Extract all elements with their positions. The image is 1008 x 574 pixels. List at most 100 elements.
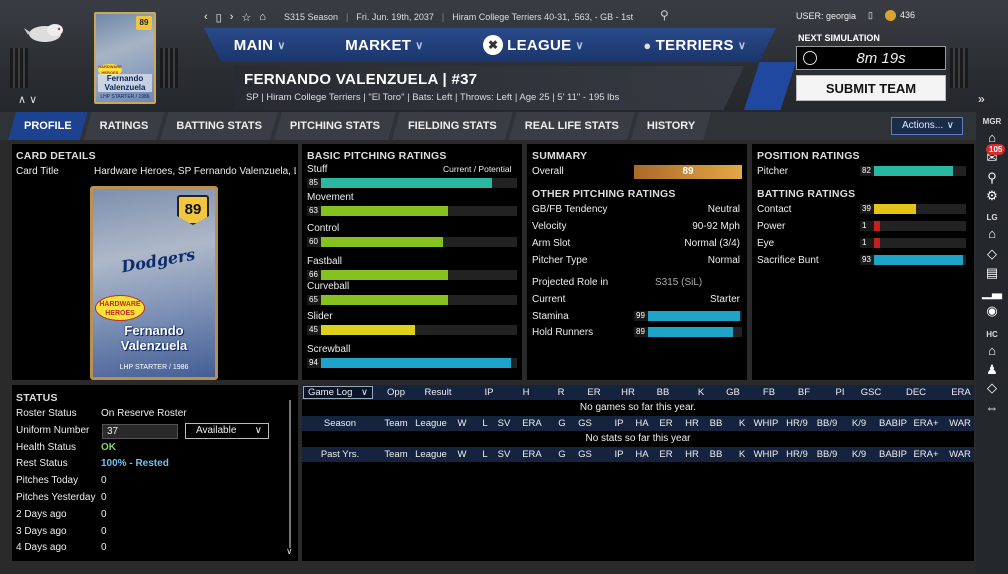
- column-header[interactable]: G: [558, 418, 566, 429]
- terriers-logo-icon[interactable]: [22, 18, 68, 48]
- column-header[interactable]: ERA+: [913, 449, 939, 460]
- column-header[interactable]: Team: [384, 418, 408, 429]
- column-header[interactable]: BB: [656, 387, 670, 398]
- nav-league[interactable]: ✖ LEAGUE ∨: [483, 35, 584, 55]
- column-header[interactable]: Season: [323, 418, 357, 429]
- column-header[interactable]: IP: [614, 418, 624, 429]
- tab-real-life-stats[interactable]: REAL LIFE STATS: [509, 112, 635, 140]
- player-nav-arrows[interactable]: ∧ ∨: [18, 94, 38, 106]
- column-header[interactable]: K: [738, 418, 746, 429]
- tab-pitching-stats[interactable]: PITCHING STATS: [274, 112, 396, 140]
- column-header[interactable]: HR: [621, 387, 635, 398]
- column-header[interactable]: HR/9: [786, 449, 808, 460]
- home-icon[interactable]: ⌂: [259, 11, 266, 23]
- column-header[interactable]: ER: [659, 449, 673, 460]
- nav-main[interactable]: MAIN ∨: [233, 36, 286, 54]
- transactions-icon[interactable]: ⇔: [985, 400, 999, 415]
- team-home-icon[interactable]: ⌂: [988, 343, 996, 358]
- league-diamond-icon[interactable]: ◇: [987, 246, 997, 261]
- column-header[interactable]: HR: [685, 418, 699, 429]
- column-header[interactable]: WAR: [949, 418, 971, 429]
- column-header[interactable]: BF: [797, 387, 811, 398]
- column-header[interactable]: BB/9: [816, 418, 838, 429]
- column-header[interactable]: BB: [709, 449, 723, 460]
- column-header[interactable]: K: [697, 387, 705, 398]
- column-header[interactable]: IP: [484, 387, 494, 398]
- column-header[interactable]: BB: [709, 418, 723, 429]
- column-header[interactable]: ER: [587, 387, 601, 398]
- stats-chart-icon[interactable]: ▁▃: [982, 284, 1002, 299]
- column-header[interactable]: ERA+: [913, 418, 939, 429]
- column-header[interactable]: K/9: [851, 418, 867, 429]
- availability-dropdown[interactable]: Available ∨: [185, 423, 269, 439]
- column-header[interactable]: League: [415, 449, 447, 460]
- tab-batting-stats[interactable]: BATTING STATS: [160, 112, 278, 140]
- column-header[interactable]: PI: [835, 387, 845, 398]
- tab-fielding-stats[interactable]: FIELDING STATS: [392, 112, 513, 140]
- player-card-large[interactable]: 89 Dodgers HARDWARE HEROES Fernando Vale…: [90, 186, 218, 380]
- column-header[interactable]: HA: [635, 449, 649, 460]
- column-header[interactable]: K: [738, 449, 746, 460]
- team-diamond-icon[interactable]: ◇: [987, 380, 997, 395]
- uniform-number-input[interactable]: 37: [102, 424, 178, 439]
- column-header[interactable]: L: [482, 418, 488, 429]
- column-header[interactable]: R: [557, 387, 565, 398]
- column-header[interactable]: SV: [497, 449, 511, 460]
- tab-profile[interactable]: PROFILE: [8, 112, 88, 140]
- tab-ratings[interactable]: RATINGS: [84, 112, 165, 140]
- column-header[interactable]: GS: [578, 418, 592, 429]
- column-header[interactable]: WAR: [949, 449, 971, 460]
- column-header[interactable]: Past Yrs.: [320, 449, 360, 460]
- column-header[interactable]: HR/9: [786, 418, 808, 429]
- column-header[interactable]: Team: [384, 449, 408, 460]
- search-icon[interactable]: ⚲: [660, 8, 669, 22]
- settings-gear-icon[interactable]: ⚙: [986, 188, 998, 203]
- column-header[interactable]: L: [482, 449, 488, 460]
- column-header[interactable]: HA: [635, 418, 649, 429]
- nav-market[interactable]: MARKET ∨: [345, 36, 424, 54]
- coins-display[interactable]: 436: [884, 10, 915, 22]
- column-header[interactable]: Result: [424, 387, 452, 398]
- expand-sidebar-icon[interactable]: »: [978, 92, 985, 106]
- search-icon[interactable]: ⚲: [987, 170, 997, 185]
- status-scrollbar[interactable]: [289, 400, 291, 548]
- forward-icon[interactable]: ›: [229, 11, 234, 23]
- league-home-icon[interactable]: ⌂: [988, 226, 996, 241]
- tab-history[interactable]: HISTORY: [631, 112, 711, 140]
- column-header[interactable]: BABIP: [879, 449, 907, 460]
- column-header[interactable]: FB: [762, 387, 776, 398]
- back-icon[interactable]: ‹: [204, 11, 208, 23]
- column-header[interactable]: W: [457, 449, 467, 460]
- column-header[interactable]: League: [415, 418, 447, 429]
- player-card-thumbnail[interactable]: 89 HARDWARE HEROES Fernando Valenzuela L…: [94, 12, 156, 104]
- column-header[interactable]: WHIP: [753, 418, 779, 429]
- column-header[interactable]: ER: [659, 418, 673, 429]
- column-header[interactable]: GS: [578, 449, 592, 460]
- mail-icon[interactable]: ✉: [986, 150, 998, 165]
- column-header[interactable]: DEC: [905, 387, 927, 398]
- column-header[interactable]: H: [522, 387, 530, 398]
- submit-team-button[interactable]: SUBMIT TEAM: [796, 75, 946, 101]
- column-header[interactable]: K/9: [851, 449, 867, 460]
- scroll-down-icon[interactable]: ∨: [286, 546, 293, 556]
- star-icon[interactable]: ☆: [241, 11, 252, 24]
- column-header[interactable]: W: [457, 418, 467, 429]
- column-header[interactable]: ERA: [951, 387, 971, 398]
- roster-icon[interactable]: ♟: [986, 362, 998, 377]
- column-header[interactable]: ERA: [522, 418, 542, 429]
- news-icon[interactable]: ▤: [985, 265, 999, 280]
- phone-icon[interactable]: ▯: [868, 10, 873, 21]
- column-header[interactable]: ERA: [522, 449, 542, 460]
- column-header[interactable]: GSC: [860, 387, 882, 398]
- column-header[interactable]: G: [558, 449, 566, 460]
- column-header[interactable]: WHIP: [753, 449, 779, 460]
- manager-home-icon[interactable]: ⌂: [988, 130, 996, 145]
- column-header[interactable]: SV: [497, 418, 511, 429]
- actions-dropdown[interactable]: Actions... ∨: [891, 117, 963, 135]
- gamelog-select[interactable]: Game Log ∨: [303, 386, 373, 399]
- column-header[interactable]: BB/9: [816, 449, 838, 460]
- column-header[interactable]: Opp: [387, 387, 405, 398]
- column-header[interactable]: GB: [726, 387, 740, 398]
- baseball-icon[interactable]: ◉: [986, 303, 998, 318]
- nav-terriers[interactable]: ● TERRIERS ∨: [643, 36, 747, 54]
